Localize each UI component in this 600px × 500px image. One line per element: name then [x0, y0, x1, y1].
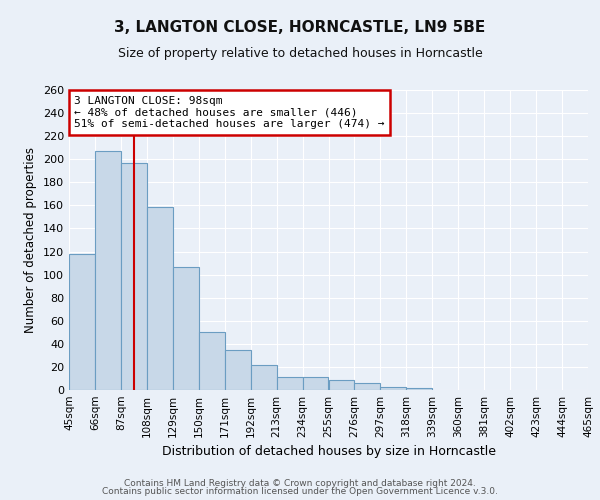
Bar — [69, 254, 95, 390]
Text: 3 LANGTON CLOSE: 98sqm
← 48% of detached houses are smaller (446)
51% of semi-de: 3 LANGTON CLOSE: 98sqm ← 48% of detached… — [74, 96, 385, 129]
Text: Contains public sector information licensed under the Open Government Licence v.: Contains public sector information licen… — [102, 487, 498, 496]
Bar — [251, 364, 277, 390]
Text: Size of property relative to detached houses in Horncastle: Size of property relative to detached ho… — [118, 48, 482, 60]
Bar — [380, 386, 406, 390]
Bar — [355, 383, 380, 390]
Bar — [277, 378, 302, 390]
Bar — [121, 162, 147, 390]
Y-axis label: Number of detached properties: Number of detached properties — [25, 147, 37, 333]
Text: 3, LANGTON CLOSE, HORNCASTLE, LN9 5BE: 3, LANGTON CLOSE, HORNCASTLE, LN9 5BE — [115, 20, 485, 35]
Bar — [199, 332, 224, 390]
Bar — [95, 151, 121, 390]
Bar — [173, 266, 199, 390]
Bar — [147, 206, 173, 390]
Bar — [329, 380, 355, 390]
Bar — [406, 388, 432, 390]
Bar — [225, 350, 251, 390]
Text: Contains HM Land Registry data © Crown copyright and database right 2024.: Contains HM Land Registry data © Crown c… — [124, 478, 476, 488]
X-axis label: Distribution of detached houses by size in Horncastle: Distribution of detached houses by size … — [161, 446, 496, 458]
Bar — [302, 378, 329, 390]
